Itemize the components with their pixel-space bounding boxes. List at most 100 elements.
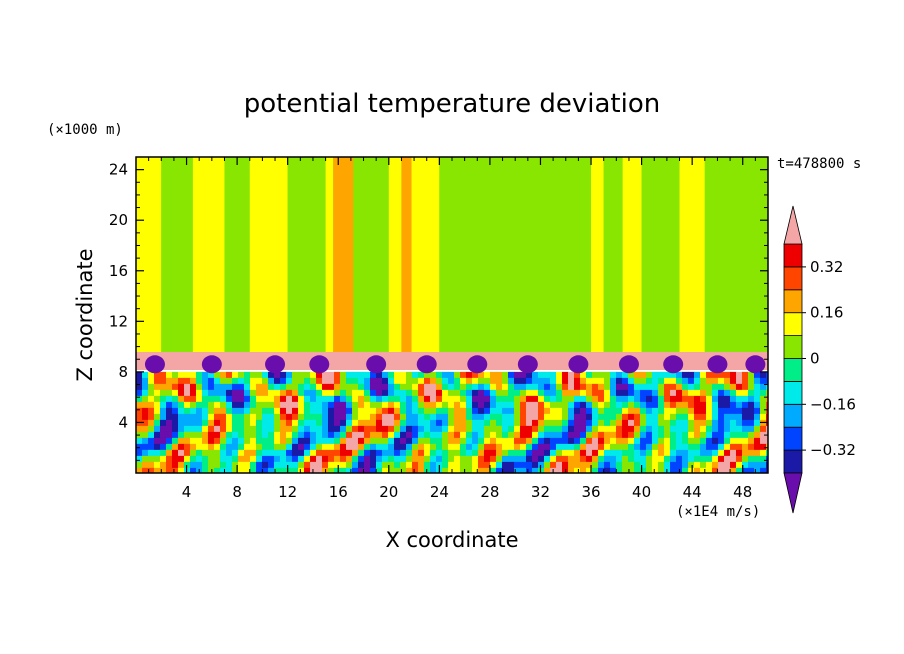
mixed-cell-58 xyxy=(154,413,161,421)
mixed-cell-333 xyxy=(250,431,257,439)
mixed-cell-725 xyxy=(388,437,395,445)
mixed-cell-1113 xyxy=(526,419,533,427)
mixed-cell-164 xyxy=(190,437,197,445)
mixed-cell-937 xyxy=(466,383,473,391)
mixed-cell-1228 xyxy=(568,395,575,403)
mixed-cell-759 xyxy=(400,437,407,445)
colorbar-label: 0.16 xyxy=(810,304,843,322)
mixed-cell-493 xyxy=(310,371,317,379)
colorbar-segment xyxy=(783,289,803,314)
mixed-cell-486 xyxy=(304,431,311,439)
mixed-cell-262 xyxy=(226,413,233,421)
mixed-cell-494 xyxy=(310,377,317,385)
mixed-cell-1532 xyxy=(676,383,683,391)
mixed-cell-1057 xyxy=(508,389,515,397)
upper-band-3 xyxy=(224,157,250,353)
mixed-cell-958 xyxy=(472,407,479,415)
mixed-cell-1240 xyxy=(568,467,575,473)
mixed-cell-218 xyxy=(208,455,215,463)
mixed-cell-616 xyxy=(352,395,359,403)
mixed-cell-646 xyxy=(364,371,371,379)
mixed-cell-573 xyxy=(334,443,341,451)
mixed-cell-250 xyxy=(220,443,227,451)
mixed-cell-276 xyxy=(232,395,239,403)
mixed-cell-1384 xyxy=(622,413,629,421)
upper-band-14 xyxy=(603,157,623,353)
mixed-cell-1169 xyxy=(544,449,551,457)
mixed-cell-452 xyxy=(292,431,299,439)
mixed-cell-923 xyxy=(460,401,467,409)
mixed-cell-746 xyxy=(394,461,401,469)
mixed-cell-750 xyxy=(400,383,407,391)
mixed-cell-619 xyxy=(352,413,359,421)
mixed-cell-1567 xyxy=(688,389,695,397)
mixed-cell-1502 xyxy=(664,407,671,415)
mixed-cell-359 xyxy=(262,383,269,391)
mixed-cell-666 xyxy=(370,389,377,397)
mixed-cell-1397 xyxy=(628,389,635,397)
mixed-cell-414 xyxy=(280,407,287,415)
mixed-cell-294 xyxy=(238,401,245,409)
mixed-cell-208 xyxy=(208,395,215,403)
mixed-cell-160 xyxy=(190,413,197,421)
mixed-cell-251 xyxy=(220,449,227,457)
mixed-cell-575 xyxy=(334,455,341,463)
mixed-cell-855 xyxy=(436,401,443,409)
mixed-cell-507 xyxy=(310,455,317,463)
mixed-cell-293 xyxy=(238,395,245,403)
mixed-cell-1631 xyxy=(706,467,713,473)
mixed-cell-37 xyxy=(148,389,155,397)
mixed-cell-1116 xyxy=(526,437,533,445)
mixed-cell-462 xyxy=(298,389,305,397)
mixed-cell-89 xyxy=(166,395,173,403)
upper-band-16 xyxy=(641,157,680,353)
mixed-cell-1472 xyxy=(652,431,659,439)
mixed-cell-1292 xyxy=(592,371,599,379)
mixed-cell-133 xyxy=(178,455,185,463)
mixed-cell-281 xyxy=(232,425,239,433)
mixed-cell-1070 xyxy=(508,467,515,473)
mixed-cell-1065 xyxy=(508,437,515,445)
mixed-cell-409 xyxy=(280,377,287,385)
mixed-cell-72 xyxy=(160,395,167,403)
mixed-cell-1268 xyxy=(580,431,587,439)
mixed-cell-1473 xyxy=(652,437,659,445)
mixed-cell-570 xyxy=(334,425,341,433)
mixed-cell-530 xyxy=(322,389,329,397)
mixed-cell-886 xyxy=(448,383,455,391)
mixed-cell-358 xyxy=(262,377,269,385)
mixed-cell-847 xyxy=(430,455,437,463)
mixed-cell-1519 xyxy=(670,407,677,415)
mixed-cell-814 xyxy=(418,461,425,469)
mixed-cell-538 xyxy=(322,437,329,445)
mixed-cell-711 xyxy=(382,455,389,463)
mixed-cell-1686 xyxy=(730,389,737,397)
mixed-cell-986 xyxy=(484,371,491,379)
mixed-cell-785 xyxy=(412,389,419,397)
mixed-cell-397 xyxy=(274,407,281,415)
mixed-cell-1515 xyxy=(670,383,677,391)
mixed-cell-802 xyxy=(418,389,425,397)
mixed-cell-1714 xyxy=(736,455,743,463)
mixed-cell-1206 xyxy=(556,467,563,473)
mixed-cell-621 xyxy=(352,425,359,433)
mixed-cell-326 xyxy=(250,389,257,397)
mixed-cell-241 xyxy=(220,389,227,397)
mixed-cell-553 xyxy=(328,425,335,433)
mixed-cell-123 xyxy=(178,395,185,403)
mixed-cell-972 xyxy=(478,389,485,397)
mixed-cell-41 xyxy=(148,413,155,421)
mixed-cell-1536 xyxy=(676,407,683,415)
mixed-cell-1597 xyxy=(694,467,701,473)
mixed-cell-1616 xyxy=(706,377,713,385)
mixed-cell-579 xyxy=(340,377,347,385)
mixed-cell-1690 xyxy=(730,413,737,421)
mixed-cell-605 xyxy=(346,431,353,439)
mixed-cell-1148 xyxy=(538,425,545,433)
mixed-cell-1002 xyxy=(484,467,491,473)
mixed-cell-769 xyxy=(406,395,413,403)
mixed-cell-1039 xyxy=(502,383,509,391)
mixed-cell-779 xyxy=(406,455,413,463)
mixed-cell-138 xyxy=(184,383,191,391)
mixed-cell-1142 xyxy=(538,389,545,397)
